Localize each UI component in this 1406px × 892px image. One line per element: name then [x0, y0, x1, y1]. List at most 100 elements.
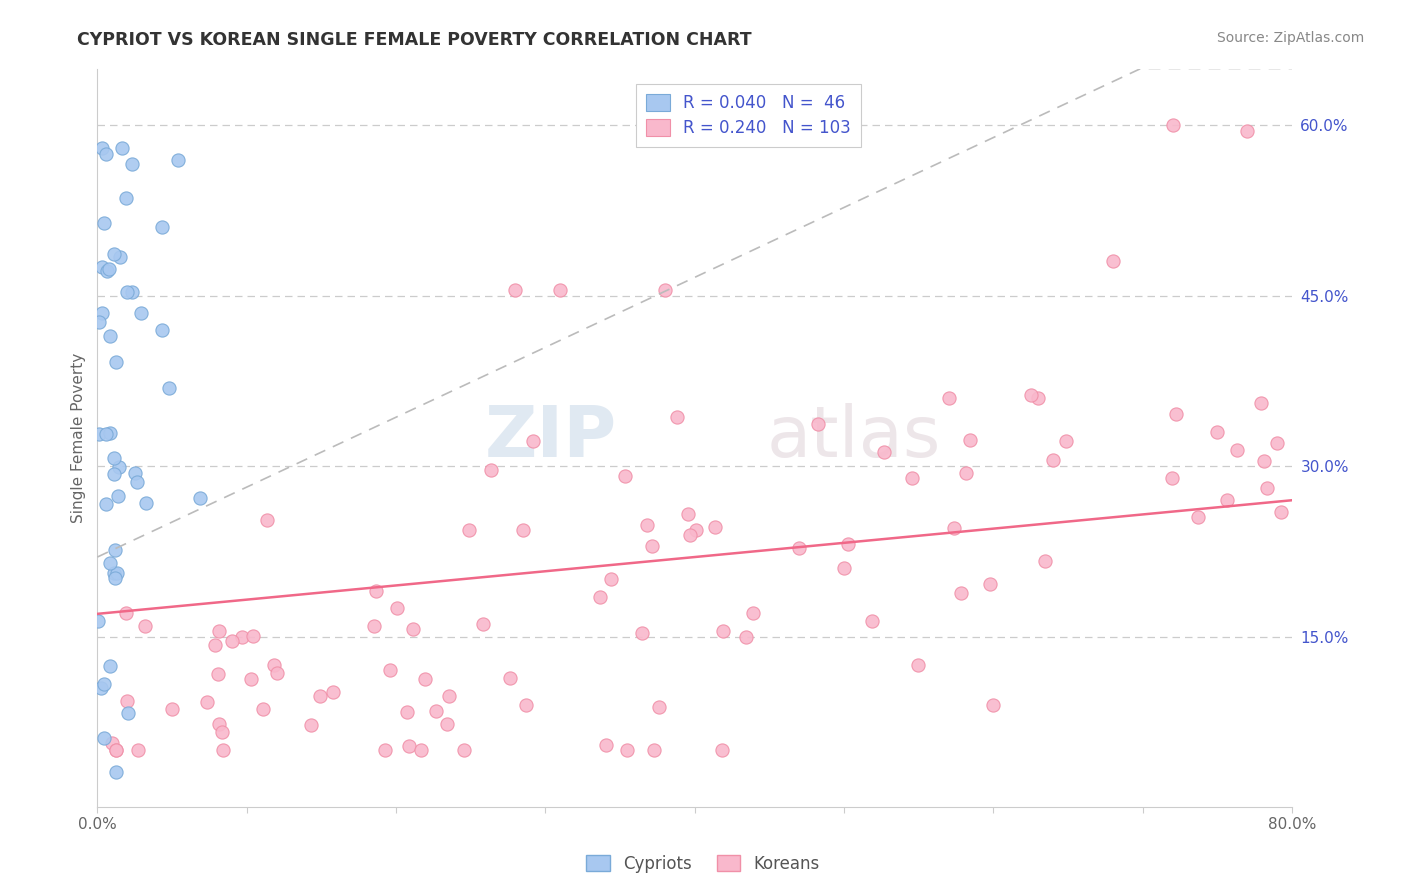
Point — [1270, 505, 1292, 519]
Point — [548, 283, 571, 297]
Point — [472, 616, 495, 631]
Point — [395, 705, 418, 719]
Point — [212, 743, 235, 757]
Point — [685, 523, 707, 537]
Point — [436, 716, 458, 731]
Point — [711, 624, 734, 638]
Point — [1026, 391, 1049, 405]
Point — [643, 743, 665, 757]
Point — [107, 459, 129, 474]
Point — [90, 681, 112, 695]
Point — [96, 264, 118, 278]
Point — [93, 216, 115, 230]
Point — [437, 690, 460, 704]
Point — [188, 491, 211, 505]
Point — [703, 519, 725, 533]
Point — [512, 524, 534, 538]
Point — [115, 285, 138, 299]
Point — [425, 704, 447, 718]
Point — [374, 743, 396, 757]
Point — [263, 657, 285, 672]
Point — [266, 665, 288, 680]
Point — [135, 496, 157, 510]
Point — [1253, 453, 1275, 467]
Point — [103, 566, 125, 580]
Point — [90, 141, 112, 155]
Point — [710, 743, 733, 757]
Point — [94, 497, 117, 511]
Point — [125, 475, 148, 489]
Point — [665, 409, 688, 424]
Point — [105, 355, 128, 369]
Point — [98, 556, 121, 570]
Point — [129, 306, 152, 320]
Point — [979, 576, 1001, 591]
Point — [832, 561, 855, 575]
Text: CYPRIOT VS KOREAN SINGLE FEMALE POVERTY CORRELATION CHART: CYPRIOT VS KOREAN SINGLE FEMALE POVERTY … — [77, 31, 752, 49]
Point — [499, 671, 522, 685]
Point — [111, 141, 134, 155]
Point — [741, 606, 763, 620]
Point — [121, 285, 143, 300]
Point — [595, 739, 617, 753]
Y-axis label: Single Female Poverty: Single Female Poverty — [72, 352, 86, 523]
Point — [1042, 452, 1064, 467]
Point — [942, 520, 965, 534]
Point — [676, 507, 699, 521]
Point — [409, 743, 432, 757]
Point — [453, 743, 475, 757]
Point — [96, 147, 118, 161]
Point — [117, 694, 139, 708]
Point — [239, 672, 262, 686]
Point — [938, 391, 960, 405]
Point — [98, 426, 121, 441]
Point — [413, 672, 436, 686]
Point — [959, 434, 981, 448]
Point — [242, 629, 264, 643]
Point — [90, 260, 112, 275]
Point — [363, 619, 385, 633]
Point — [522, 434, 544, 448]
Point — [98, 261, 121, 276]
Point — [134, 618, 156, 632]
Point — [1161, 470, 1184, 484]
Point — [309, 690, 332, 704]
Point — [127, 743, 149, 757]
Point — [98, 658, 121, 673]
Point — [1164, 407, 1187, 421]
Point — [167, 153, 190, 167]
Point — [89, 315, 111, 329]
Legend: R = 0.040   N =  46, R = 0.240   N = 103: R = 0.040 N = 46, R = 0.240 N = 103 — [637, 84, 860, 147]
Point — [364, 584, 387, 599]
Point — [93, 731, 115, 746]
Point — [616, 743, 638, 757]
Point — [515, 698, 537, 712]
Point — [1161, 118, 1184, 132]
Point — [1236, 124, 1258, 138]
Point — [231, 630, 253, 644]
Point — [93, 677, 115, 691]
Point — [207, 717, 229, 731]
Point — [87, 614, 110, 628]
Point — [256, 513, 278, 527]
Text: ZIP: ZIP — [485, 403, 617, 472]
Point — [160, 701, 183, 715]
Point — [385, 601, 408, 615]
Point — [204, 638, 226, 652]
Point — [104, 543, 127, 558]
Point — [981, 698, 1004, 712]
Point — [907, 658, 929, 673]
Point — [103, 247, 125, 261]
Point — [221, 633, 243, 648]
Point — [479, 463, 502, 477]
Point — [104, 764, 127, 779]
Point — [150, 323, 173, 337]
Point — [600, 572, 623, 586]
Point — [679, 527, 702, 541]
Point — [207, 666, 229, 681]
Point — [1187, 510, 1209, 524]
Point — [89, 427, 111, 442]
Text: Source: ZipAtlas.com: Source: ZipAtlas.com — [1216, 31, 1364, 45]
Legend: Cypriots, Koreans: Cypriots, Koreans — [579, 848, 827, 880]
Point — [807, 417, 830, 431]
